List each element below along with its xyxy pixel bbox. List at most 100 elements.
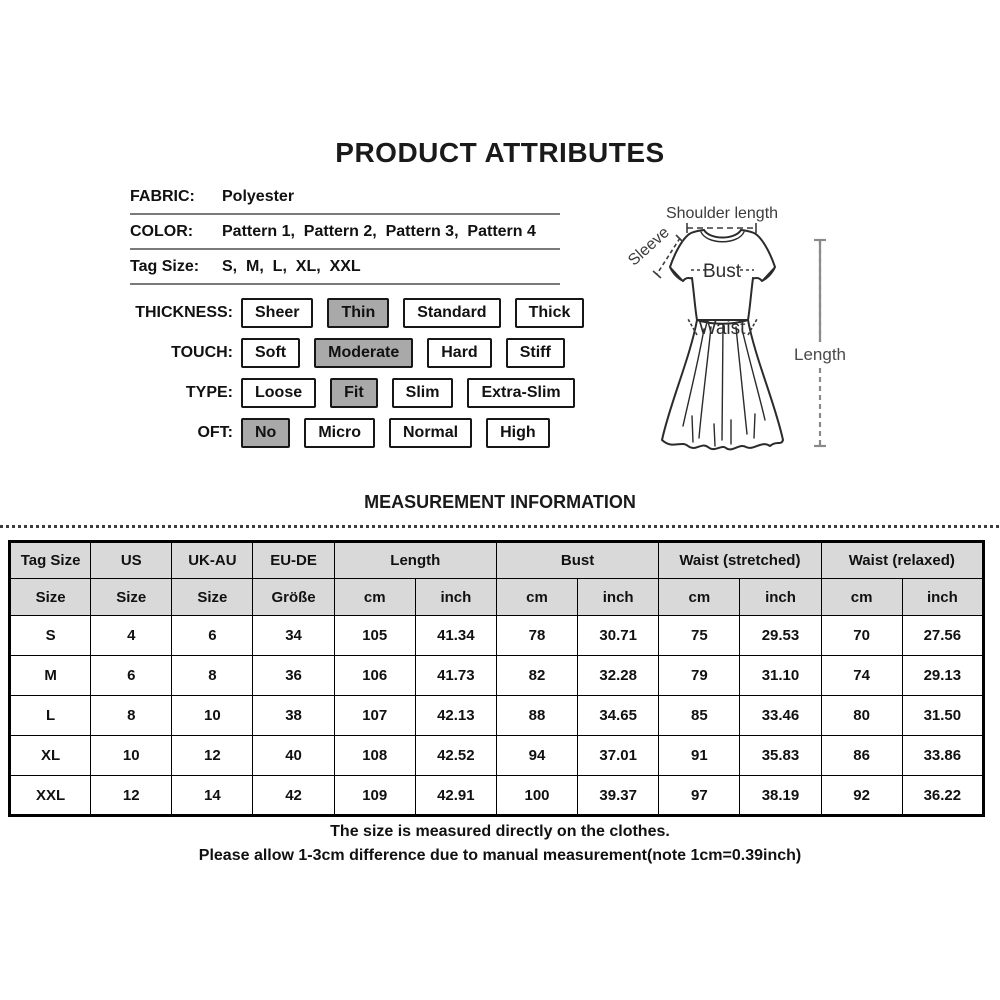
table-cell: 107 xyxy=(333,695,416,736)
table-cell: 82 xyxy=(495,655,579,696)
table-cell: 29.13 xyxy=(901,655,985,696)
attribute-row-fabric: FABRIC: Polyester xyxy=(130,180,560,215)
table-row-size-l: L 8 10 38 107 42.13 88 34.65 85 33.46 80 31.50 xyxy=(8,695,985,736)
unit-header: cm xyxy=(495,578,579,616)
table-cell: 74 xyxy=(820,655,903,696)
table-cell: 31.50 xyxy=(901,695,985,736)
table-row-size-xl: XL 10 12 40 108 42.52 94 37.01 91 35.83 86 33.86 xyxy=(8,735,985,776)
chip-thick: Thick xyxy=(514,298,585,328)
waist-label: Waist xyxy=(699,318,747,339)
table-cell: 79 xyxy=(658,655,741,696)
table-cell: 10 xyxy=(90,735,173,776)
table-cell: 70 xyxy=(820,615,903,656)
table-cell: 42 xyxy=(252,775,335,816)
column-header: EU-DE xyxy=(252,541,335,579)
attribute-label: COLOR: xyxy=(130,222,194,240)
table-cell: 78 xyxy=(495,615,579,656)
table-cell: 86 xyxy=(820,735,903,776)
option-row-thickness: THICKNESS: Sheer Thin Standard Thick xyxy=(0,298,600,328)
page-title: PRODUCT ATTRIBUTES xyxy=(335,137,665,168)
options-section: THICKNESS: Sheer Thin Standard Thick TOUCH: So… xyxy=(0,298,600,458)
option-label-oft: OFT: xyxy=(197,424,233,441)
unit-header: Size xyxy=(171,578,254,616)
chip-soft: Soft xyxy=(241,338,301,368)
dress-measurement-diagram: Shoulder length Sleeve Bust Waist Length xyxy=(595,188,895,483)
table-cell: 92 xyxy=(820,775,903,816)
table-cell: 34 xyxy=(252,615,335,656)
table-cell: 91 xyxy=(658,735,741,776)
table-cell: 38.19 xyxy=(739,775,822,816)
attribute-label: Tag Size: xyxy=(130,257,200,275)
table-cell: 41.73 xyxy=(414,655,497,696)
attributes-section: FABRIC: Polyester COLOR: Pattern 1, Pattern… xyxy=(130,180,560,285)
table-cell: 40 xyxy=(252,735,335,776)
unit-header: Größe xyxy=(252,578,335,616)
attribute-label: FABRIC: xyxy=(130,187,195,205)
table-cell: 36.22 xyxy=(901,775,985,816)
column-header: Length xyxy=(333,541,497,579)
table-cell: 41.34 xyxy=(414,615,497,656)
footer-note-2: Please allow 1-3cm difference due to man… xyxy=(198,847,802,864)
table-cell: 14 xyxy=(171,775,254,816)
table-cell: L xyxy=(8,695,92,736)
unit-header: inch xyxy=(739,578,822,616)
table-cell: 8 xyxy=(90,695,173,736)
table-cell: 12 xyxy=(171,735,254,776)
chip-sheer: Sheer xyxy=(241,298,314,328)
attribute-value: Polyester xyxy=(222,187,295,205)
table-cell: 12 xyxy=(90,775,173,816)
unit-header: cm xyxy=(820,578,903,616)
table-cell: 100 xyxy=(495,775,579,816)
table-cell: 80 xyxy=(820,695,903,736)
table-row-size-m: M 6 8 36 106 41.73 82 32.28 79 31.10 74 29.13 xyxy=(8,655,985,696)
sleeve-label: Sleeve xyxy=(625,224,673,269)
attribute-value: S, M, L, XL, XXL xyxy=(222,257,361,275)
table-cell: S xyxy=(8,615,92,656)
attribute-row-color: COLOR: Pattern 1, Pattern 2, Pattern 3, P… xyxy=(130,215,560,250)
chip-moderate: Moderate xyxy=(314,338,414,368)
measurement-title: MEASUREMENT INFORMATION xyxy=(364,492,636,512)
column-header: Tag Size xyxy=(8,541,92,579)
header-unit-row: Size Size Size Größe cm inch cm inch cm inch cm inc… xyxy=(8,578,985,616)
attribute-row-tagsize: Tag Size: S, M, L, XL, XXL xyxy=(130,250,560,285)
table-cell: 94 xyxy=(495,735,579,776)
column-header: Waist (stretched) xyxy=(658,541,822,579)
unit-header: inch xyxy=(901,578,985,616)
length-label-backdrop xyxy=(791,345,849,365)
column-header: US xyxy=(90,541,173,579)
chip-high: High xyxy=(486,418,550,448)
table-cell: 97 xyxy=(658,775,741,816)
table-cell: 38 xyxy=(252,695,335,736)
dress-diagram-drawing: Shoulder length Sleeve Bust Waist Length xyxy=(625,205,849,451)
unit-header: inch xyxy=(414,578,497,616)
shoulder-length-label: Shoulder length xyxy=(666,205,778,222)
table-cell: 4 xyxy=(90,615,173,656)
table-cell: 75 xyxy=(658,615,741,656)
chip-slim: Slim xyxy=(391,378,454,408)
table-cell: XXL xyxy=(8,775,92,816)
table-cell: 36 xyxy=(252,655,335,696)
chip-loose: Loose xyxy=(241,378,317,408)
footer-note-1: The size is measured directly on the clo… xyxy=(330,823,670,840)
option-label-touch: TOUCH: xyxy=(171,344,233,361)
header-group-row: Tag Size US UK-AU EU-DE Length Bust Waist (str… xyxy=(8,541,985,579)
column-header: UK-AU xyxy=(171,541,254,579)
chip-micro: Micro xyxy=(304,418,375,448)
table-cell: 39.37 xyxy=(577,775,660,816)
table-row-size-xxl: XXL 12 14 42 109 42.91 100 39.37 97 38.19 92 36.22 xyxy=(8,775,985,816)
unit-header: Size xyxy=(90,578,173,616)
table-cell: 31.10 xyxy=(739,655,822,696)
table-cell: M xyxy=(8,655,92,696)
table-cell: 37.01 xyxy=(577,735,660,776)
table-cell: 109 xyxy=(333,775,416,816)
chip-thin: Thin xyxy=(327,298,390,328)
option-label-thickness: THICKNESS: xyxy=(135,304,233,321)
length-label: Length xyxy=(794,345,846,364)
option-chips-thickness: Sheer Thin Standard Thick xyxy=(241,298,585,328)
chip-no: No xyxy=(241,418,291,448)
table-cell: 27.56 xyxy=(901,615,985,656)
bust-label: Bust xyxy=(703,261,742,282)
option-row-type: TYPE: Loose Fit Slim Extra-Slim xyxy=(0,378,600,408)
table-cell: 33.86 xyxy=(901,735,985,776)
